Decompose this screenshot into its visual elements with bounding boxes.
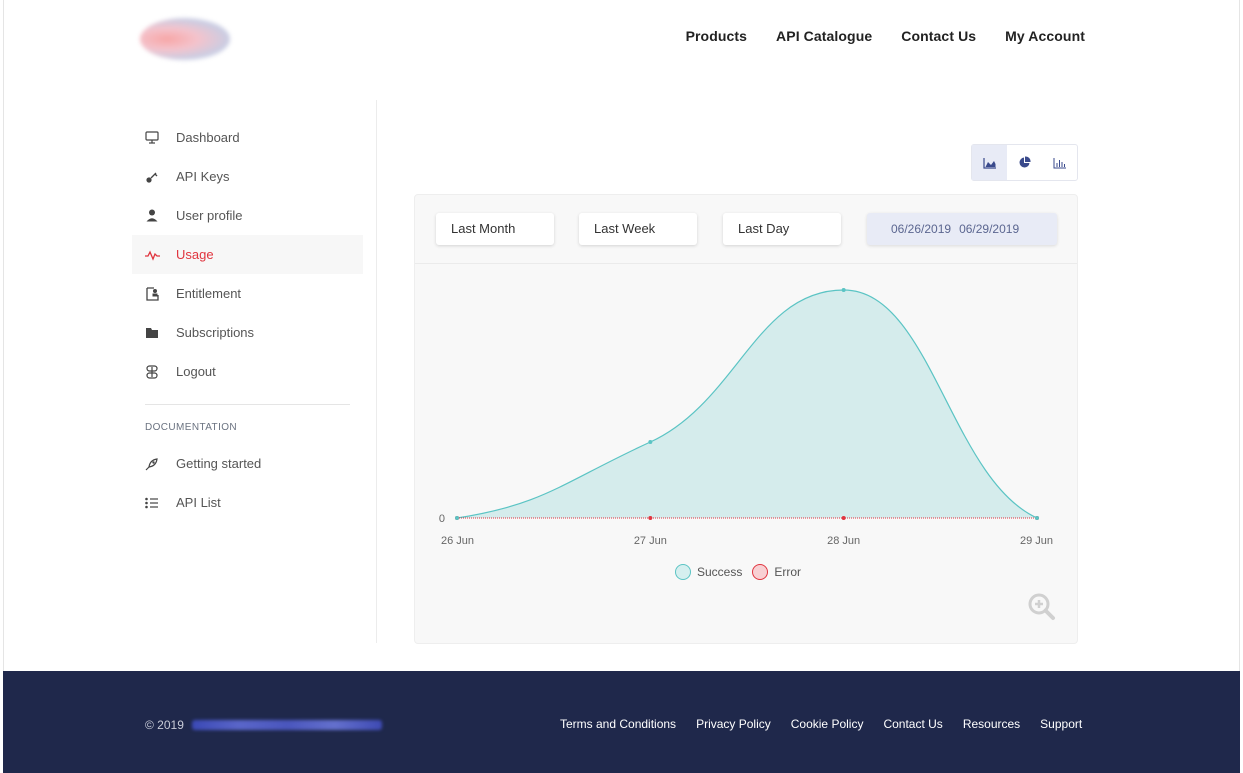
date-from: 06/26/2019 xyxy=(891,222,952,236)
x-tick-label: 28 Jun xyxy=(827,535,860,547)
legend-item-error[interactable]: Error xyxy=(752,564,801,580)
nav-my-account[interactable]: My Account xyxy=(1005,28,1085,44)
folder-icon xyxy=(144,325,160,341)
sidebar-item-logout[interactable]: Logout xyxy=(132,352,363,391)
legend-swatch-error xyxy=(752,564,769,580)
series-area-success xyxy=(457,290,1037,518)
sidebar-item-api-list[interactable]: API List xyxy=(132,483,363,522)
y-tick-label: 0 xyxy=(439,513,445,525)
sidebar-item-label: Usage xyxy=(176,247,214,262)
usage-chart: 0 26 Jun 27 Jun 28 Jun 29 Jun xyxy=(439,288,1053,547)
data-point-success xyxy=(455,516,459,520)
sidebar-item-label: User profile xyxy=(176,208,243,223)
sidebar-item-label: Getting started xyxy=(176,456,262,471)
sidebar-item-entitlement[interactable]: Entitlement xyxy=(132,274,363,313)
chart-legend: Success Error xyxy=(675,564,811,580)
last-week-button[interactable]: Last Week xyxy=(579,213,697,245)
data-point-success xyxy=(648,440,653,444)
footer-link-contact[interactable]: Contact Us xyxy=(883,717,943,731)
list-icon xyxy=(144,495,160,511)
footer-link-cookie[interactable]: Cookie Policy xyxy=(790,717,864,731)
area-chart-toggle[interactable] xyxy=(972,145,1007,180)
sidebar-item-user-profile[interactable]: User profile xyxy=(132,196,363,235)
pie-chart-icon xyxy=(1019,156,1031,168)
sidebar-item-getting-started[interactable]: Getting started xyxy=(132,444,363,483)
content-divider xyxy=(376,100,377,643)
sidebar-item-label: API Keys xyxy=(176,169,230,184)
sidebar-item-label: Logout xyxy=(176,364,216,379)
legend-item-success[interactable]: Success xyxy=(675,564,742,580)
rocket-icon xyxy=(144,456,160,472)
pulse-icon xyxy=(144,247,160,263)
id-card-icon xyxy=(144,286,160,302)
sidebar-divider xyxy=(145,404,350,405)
x-tick-label: 29 Jun xyxy=(1020,535,1053,547)
copyright: © 2019 xyxy=(145,718,382,732)
redacted-company-name xyxy=(191,720,382,730)
area-chart-icon xyxy=(982,157,996,169)
x-tick-label: 27 Jun xyxy=(634,535,667,547)
usage-panel: Last Month Last Week Last Day 06/26/2019… xyxy=(414,194,1078,644)
sidebar: Dashboard API Keys User profile Usage En… xyxy=(132,118,363,522)
sidebar-item-label: Subscriptions xyxy=(176,325,255,340)
sidebar-item-label: Entitlement xyxy=(176,286,242,301)
copyright-text: © 2019 xyxy=(145,718,184,732)
chart-type-toggle xyxy=(971,144,1078,181)
data-point-success xyxy=(841,288,846,292)
data-point-error xyxy=(841,516,846,520)
data-point-success xyxy=(1035,516,1039,520)
filter-bar xyxy=(415,195,1077,264)
pie-chart-toggle[interactable] xyxy=(1007,145,1042,180)
sidebar-item-label: Dashboard xyxy=(176,130,240,145)
last-month-button[interactable]: Last Month xyxy=(436,213,554,245)
footer-link-resources[interactable]: Resources xyxy=(962,717,1021,731)
date-range-picker[interactable]: 06/26/2019 06/29/2019 xyxy=(867,213,1057,245)
sidebar-item-subscriptions[interactable]: Subscriptions xyxy=(132,313,363,352)
sidebar-item-usage[interactable]: Usage xyxy=(132,235,363,274)
top-nav: Products API Catalogue Contact Us My Acc… xyxy=(686,28,1085,44)
legend-swatch-success xyxy=(675,564,691,580)
company-logo[interactable] xyxy=(140,18,230,60)
documentation-heading: DOCUMENTATION xyxy=(145,422,238,433)
logout-icon xyxy=(144,364,160,380)
nav-contact-us[interactable]: Contact Us xyxy=(901,28,977,44)
data-point-error xyxy=(648,516,653,520)
zoom-in-icon[interactable] xyxy=(1028,593,1056,626)
last-day-button[interactable]: Last Day xyxy=(723,213,841,245)
key-icon xyxy=(144,169,160,185)
user-icon xyxy=(144,208,160,224)
bar-chart-toggle[interactable] xyxy=(1042,145,1077,180)
series-line-success xyxy=(456,289,1038,519)
footer-link-terms[interactable]: Terms and Conditions xyxy=(560,717,677,731)
date-to: 06/29/2019 xyxy=(959,222,1020,236)
legend-label: Error xyxy=(774,565,802,579)
footer-link-support[interactable]: Support xyxy=(1040,717,1083,731)
nav-api-catalogue[interactable]: API Catalogue xyxy=(776,28,873,44)
x-tick-label: 26 Jun xyxy=(441,535,474,547)
footer-link-privacy[interactable]: Privacy Policy xyxy=(696,717,771,731)
footer-links: Terms and Conditions Privacy Policy Cook… xyxy=(560,717,1082,731)
sidebar-item-label: API List xyxy=(176,495,221,510)
legend-label: Success xyxy=(697,565,743,579)
nav-products[interactable]: Products xyxy=(685,28,748,44)
sidebar-item-dashboard[interactable]: Dashboard xyxy=(132,118,363,157)
footer: © 2019 Terms and Conditions Privacy Poli… xyxy=(3,671,1240,773)
bar-chart-icon xyxy=(1053,157,1066,168)
monitor-icon xyxy=(144,130,160,146)
sidebar-item-api-keys[interactable]: API Keys xyxy=(132,157,363,196)
